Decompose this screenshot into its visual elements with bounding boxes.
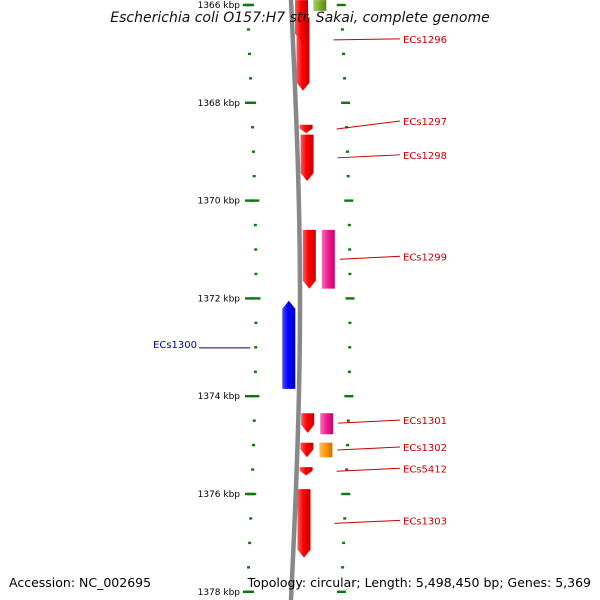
gene-feature	[321, 229, 335, 289]
tick-dot	[341, 566, 345, 569]
gene-ecs1301	[301, 413, 315, 433]
scale-tick	[245, 199, 254, 202]
tick-dot	[254, 346, 258, 349]
tick-dot	[347, 370, 351, 373]
feature-label-layer: ECs1296 ECs1297 ECs1298 ECs1299 ECs1300 ECs13…	[153, 35, 447, 527]
tick-dot	[344, 199, 354, 202]
scale-tick	[245, 297, 254, 300]
label-leader-line	[338, 419, 401, 424]
scale-tick	[245, 590, 254, 593]
tick-dot	[343, 517, 347, 520]
tick-dot	[344, 395, 354, 398]
gene-ecs1298	[300, 134, 314, 181]
label-leader-line	[334, 519, 401, 524]
gene-label-ecs1301: ECs1301	[403, 416, 447, 427]
label-leader-line	[333, 38, 401, 41]
tick-dot	[251, 150, 255, 153]
genome-summary-text: Topology: circular; Length: 5,498,450 bp…	[247, 575, 591, 590]
gene-ecs1300	[282, 300, 296, 389]
scale-label: 1372 kbp	[198, 294, 241, 304]
scale-label: 1378 kbp	[198, 588, 241, 598]
tick-dot	[341, 101, 351, 104]
tick-dot	[252, 419, 256, 422]
tick-dot	[348, 346, 352, 349]
tick-dot	[346, 419, 350, 422]
gene-label-ecs1297: ECs1297	[403, 117, 447, 128]
tick-dot	[248, 52, 252, 56]
tick-dot	[345, 297, 355, 300]
tick-dot	[252, 174, 256, 178]
label-leader-line	[336, 120, 401, 130]
tick-dot	[246, 28, 250, 31]
tick-dot	[252, 443, 256, 447]
tick-dot	[254, 321, 258, 325]
map-title: Escherichia coli O157:H7 str. Sakai, com…	[110, 10, 490, 26]
tick-dot	[251, 468, 255, 471]
feature-layer	[282, 0, 335, 558]
tick-dot	[250, 395, 260, 398]
gene-feature	[319, 442, 333, 458]
tick-dot	[347, 223, 351, 227]
genome-backbone	[288, 0, 303, 600]
tick-dot	[346, 443, 350, 447]
gene-feature	[313, 0, 327, 11]
accession-text: Accession: NC_002695	[9, 575, 152, 590]
tick-dot	[247, 566, 251, 569]
label-leader-line	[337, 154, 401, 159]
gene-label-ecs1303: ECs1303	[403, 516, 447, 527]
tick-dot	[345, 468, 349, 471]
tick-dot	[342, 52, 346, 56]
gene-label-ecs1298: ECs1298	[403, 151, 447, 162]
gene-ecs1297	[299, 124, 313, 134]
gene-ecs1303	[297, 489, 311, 558]
gene-label-ecs1296: ECs1296	[403, 35, 447, 46]
scale-tick	[245, 492, 254, 496]
tick-dot	[336, 3, 346, 7]
tick-dot	[251, 126, 255, 129]
tick-dot	[342, 541, 346, 545]
gene-label-ecs1302: ECs1302	[403, 443, 447, 454]
tick-dot	[254, 248, 258, 251]
tick-dot	[249, 517, 253, 520]
scale-tick	[245, 395, 254, 398]
tick-dot	[249, 77, 253, 80]
gene-feature	[320, 413, 334, 435]
label-leader-line	[336, 467, 401, 472]
scale-label: 1366 kbp	[198, 1, 241, 11]
outer-tick-dots	[336, 3, 355, 593]
tick-dot	[340, 28, 344, 31]
tick-dot	[250, 199, 260, 202]
tick-dot	[248, 541, 252, 545]
gene-label-ecs5412: ECs5412	[403, 464, 447, 475]
tick-dot	[251, 297, 261, 300]
tick-dot	[346, 174, 350, 178]
gene-label-ecs1300: ECs1300	[153, 340, 197, 351]
gene-ecs1302	[300, 442, 314, 458]
tick-dot	[254, 272, 258, 276]
gene-label-ecs1299: ECs1299	[403, 252, 447, 263]
tick-dot	[348, 321, 352, 325]
scale-tick	[245, 101, 254, 104]
gene-ecs1299	[302, 229, 316, 289]
scale-label: 1374 kbp	[198, 392, 241, 402]
scale-layer: 1366 kbp 1368 kbp 1370 kbp 1372 kbp 1374 kbp…	[198, 1, 254, 598]
scale-tick	[245, 3, 254, 7]
scale-label: 1370 kbp	[198, 197, 241, 207]
scale-label: 1368 kbp	[198, 99, 241, 109]
label-leader-line	[337, 446, 401, 451]
tick-dot	[348, 248, 352, 251]
tick-dot	[341, 492, 351, 496]
scale-label: 1376 kbp	[198, 490, 241, 500]
tick-dot	[253, 370, 257, 373]
tick-dot	[253, 223, 257, 227]
gene-feature	[295, 0, 308, 42]
tick-dot	[348, 272, 352, 276]
tick-dot	[336, 590, 346, 593]
tick-dot	[343, 77, 347, 80]
label-leader-line	[339, 255, 401, 260]
gene-ecs5412	[299, 467, 313, 476]
tick-dot	[345, 150, 349, 153]
